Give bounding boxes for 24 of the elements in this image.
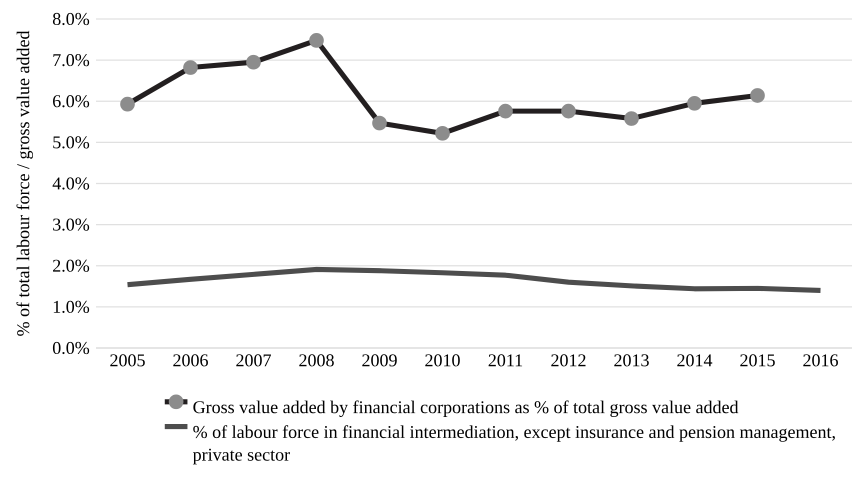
y-tick-label: 5.0% [53,136,90,148]
y-tick-label: 2.0% [53,260,90,272]
y-tick-label: 7.0% [53,54,90,66]
x-tick-label: 2010 [425,354,460,366]
x-tick-label: 2005 [110,354,145,366]
y-tick-label: 1.0% [54,300,90,313]
y-tick-label: 8.0% [52,12,90,26]
x-tick-label: 2012 [551,354,586,366]
x-tick-label: 2013 [614,354,649,366]
x-tick-label: 2014 [677,354,712,366]
x-tick-label: 2009 [362,354,397,366]
legend-label: % of labour force in financial intermediation, except insurance and pension management, private sector [192,425,835,464]
y-tick-label: 0.0% [52,342,90,354]
x-tick-label: 2008 [299,354,334,366]
x-tick-label: 2006 [173,354,208,366]
y-tick-label: 4.0% [52,177,90,190]
y-axis-title: % of total labour force / gross value added [16,30,34,336]
x-tick-label: 2016 [803,354,838,366]
legend-label: Gross value added by financial corporations as % of total gross value added [193,400,738,417]
x-tick-label: 2007 [236,354,271,366]
y-tick-label: 6.0% [53,95,90,108]
x-tick-label: 2011 [488,354,522,366]
x-tick-label: 2015 [740,354,775,366]
y-tick-label: 3.0% [53,218,90,231]
